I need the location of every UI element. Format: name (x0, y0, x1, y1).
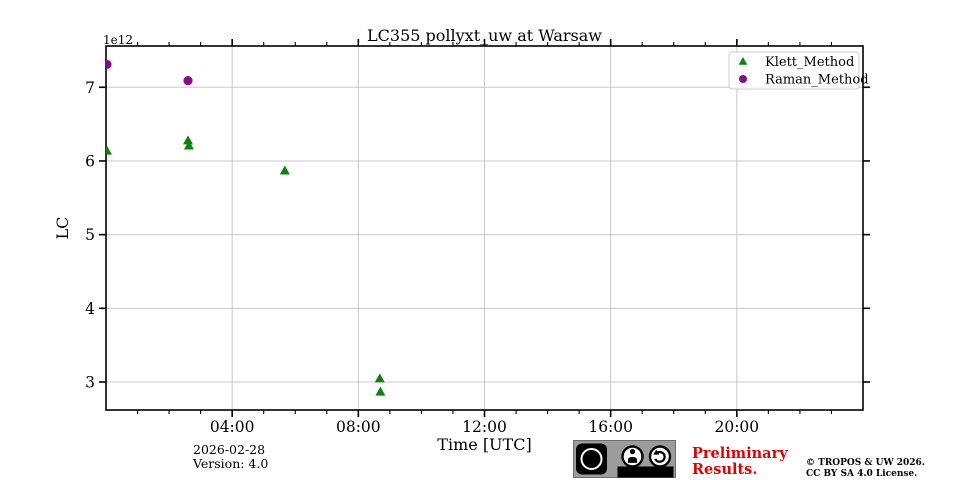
cc-sa-label: SA (654, 468, 667, 477)
plot-border (105, 45, 864, 411)
preliminary-line1: Preliminary (692, 445, 788, 462)
legend-marker-raman_method (739, 75, 747, 83)
x-tick-label: 12:00 (462, 418, 507, 436)
data-point-klett_method (183, 135, 194, 145)
data-point-raman_method (183, 76, 193, 86)
legend-label-klett_method: Klett_Method (765, 55, 854, 70)
copyright-line2: CC BY SA 4.0 License. (806, 468, 918, 479)
date-version-annotation: 2026-02-28 Version: 4.0 (193, 443, 268, 470)
legend-box (728, 51, 860, 90)
plot-version: Version: 4.0 (193, 455, 269, 471)
data-point-klett_method (279, 165, 290, 175)
data-point-klett_method (375, 386, 386, 396)
y-tick-label: 4 (85, 300, 95, 318)
data-point-raman_method (106, 59, 112, 70)
y-tick-label: 3 (85, 374, 95, 392)
cc-by-person-body (627, 456, 638, 463)
cc-badge-label-strip (617, 466, 674, 478)
preliminary-results-note: Preliminary Results. (692, 446, 788, 477)
preliminary-line2: Results. (692, 460, 758, 478)
data-points-layer (106, 59, 386, 396)
plot-date: 2026-02-28 (193, 442, 266, 457)
data-point-klett_method (374, 373, 385, 383)
data-point-klett_method (106, 145, 112, 155)
cc-by-label: BY (627, 468, 639, 477)
y-tick-label: 6 (85, 152, 95, 170)
y-tick-label: 5 (85, 226, 95, 244)
cc-sa-arrow-arc (654, 450, 666, 463)
legend-label-raman_method: Raman_Method (765, 73, 869, 88)
cc-by-sa-badge: cc BY SA (573, 440, 676, 478)
legend-marker-klett_method (738, 57, 748, 65)
y-axis-offset-text: 1e12 (103, 33, 133, 47)
copyright-line1: © TROPOS & UW 2026. (806, 458, 925, 468)
data-point-klett_method (183, 140, 194, 150)
x-tick-label: 20:00 (714, 418, 759, 436)
x-tick-label: 04:00 (210, 418, 255, 436)
x-tick-label: 16:00 (588, 418, 633, 436)
cc-by-icon (621, 445, 644, 468)
cc-logo-text: cc (585, 453, 598, 467)
x-tick-label: 08:00 (336, 418, 381, 436)
cc-by-person-head (629, 449, 636, 455)
x-axis-label: Time [UTC] (437, 435, 531, 454)
copyright-note: © TROPOS & UW 2026. CC BY SA 4.0 License… (806, 458, 925, 479)
cc-logo-ring (580, 448, 603, 470)
chart-title: LC355 pollyxt_uw at Warsaw (367, 26, 602, 45)
y-axis-label: LC (53, 217, 72, 240)
cc-sa-arrowhead (653, 449, 660, 455)
y-tick-label: 7 (85, 79, 95, 97)
cc-sa-icon (648, 445, 672, 468)
